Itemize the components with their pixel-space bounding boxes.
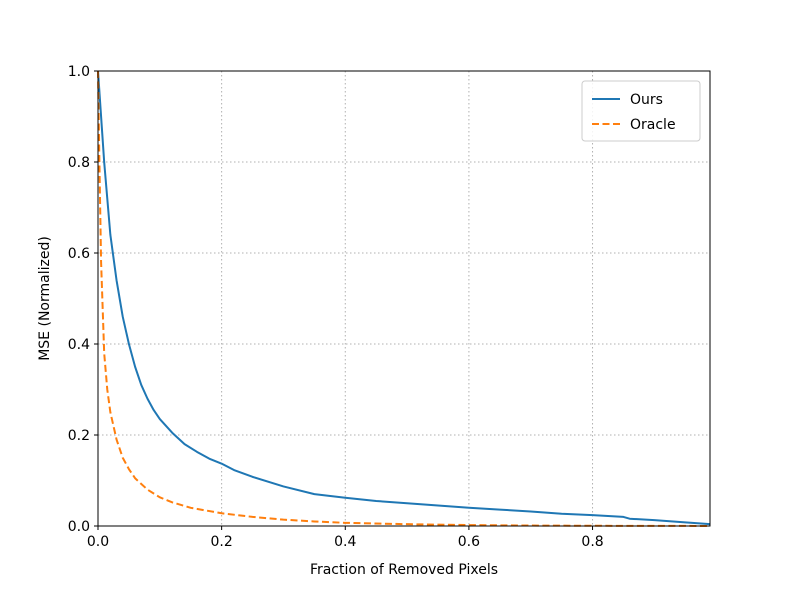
y-tick-label: 0.2: [68, 428, 90, 444]
x-tick-label: 0.6: [458, 534, 480, 550]
y-axis-ticks: 0.0 0.2 0.4 0.6 0.8 1.0: [68, 64, 98, 535]
y-tick-label: 1.0: [68, 64, 90, 80]
x-tick-label: 0.4: [334, 534, 356, 550]
legend-label-oracle: Oracle: [630, 117, 676, 133]
y-tick-label: 0.0: [68, 519, 90, 535]
y-tick-label: 0.6: [68, 246, 90, 262]
x-axis-label: Fraction of Removed Pixels: [310, 562, 498, 578]
plot-frame: [97, 70, 711, 527]
x-tick-label: 0.0: [87, 534, 109, 550]
y-tick-label: 0.8: [68, 155, 90, 171]
x-tick-label: 0.8: [581, 534, 603, 550]
series-line-oracle: [97, 70, 711, 527]
x-axis-ticks: 0.0 0.2 0.4 0.6 0.8: [87, 526, 604, 550]
series-line-ours: [97, 70, 711, 526]
legend: Ours Oracle: [581, 80, 701, 142]
y-tick-label: 0.4: [68, 337, 90, 353]
legend-label-ours: Ours: [630, 92, 663, 108]
legend-box: [581, 80, 701, 142]
y-axis-label: MSE (Normalized): [37, 236, 53, 361]
series-layer: [97, 70, 711, 527]
x-tick-label: 0.2: [211, 534, 233, 550]
